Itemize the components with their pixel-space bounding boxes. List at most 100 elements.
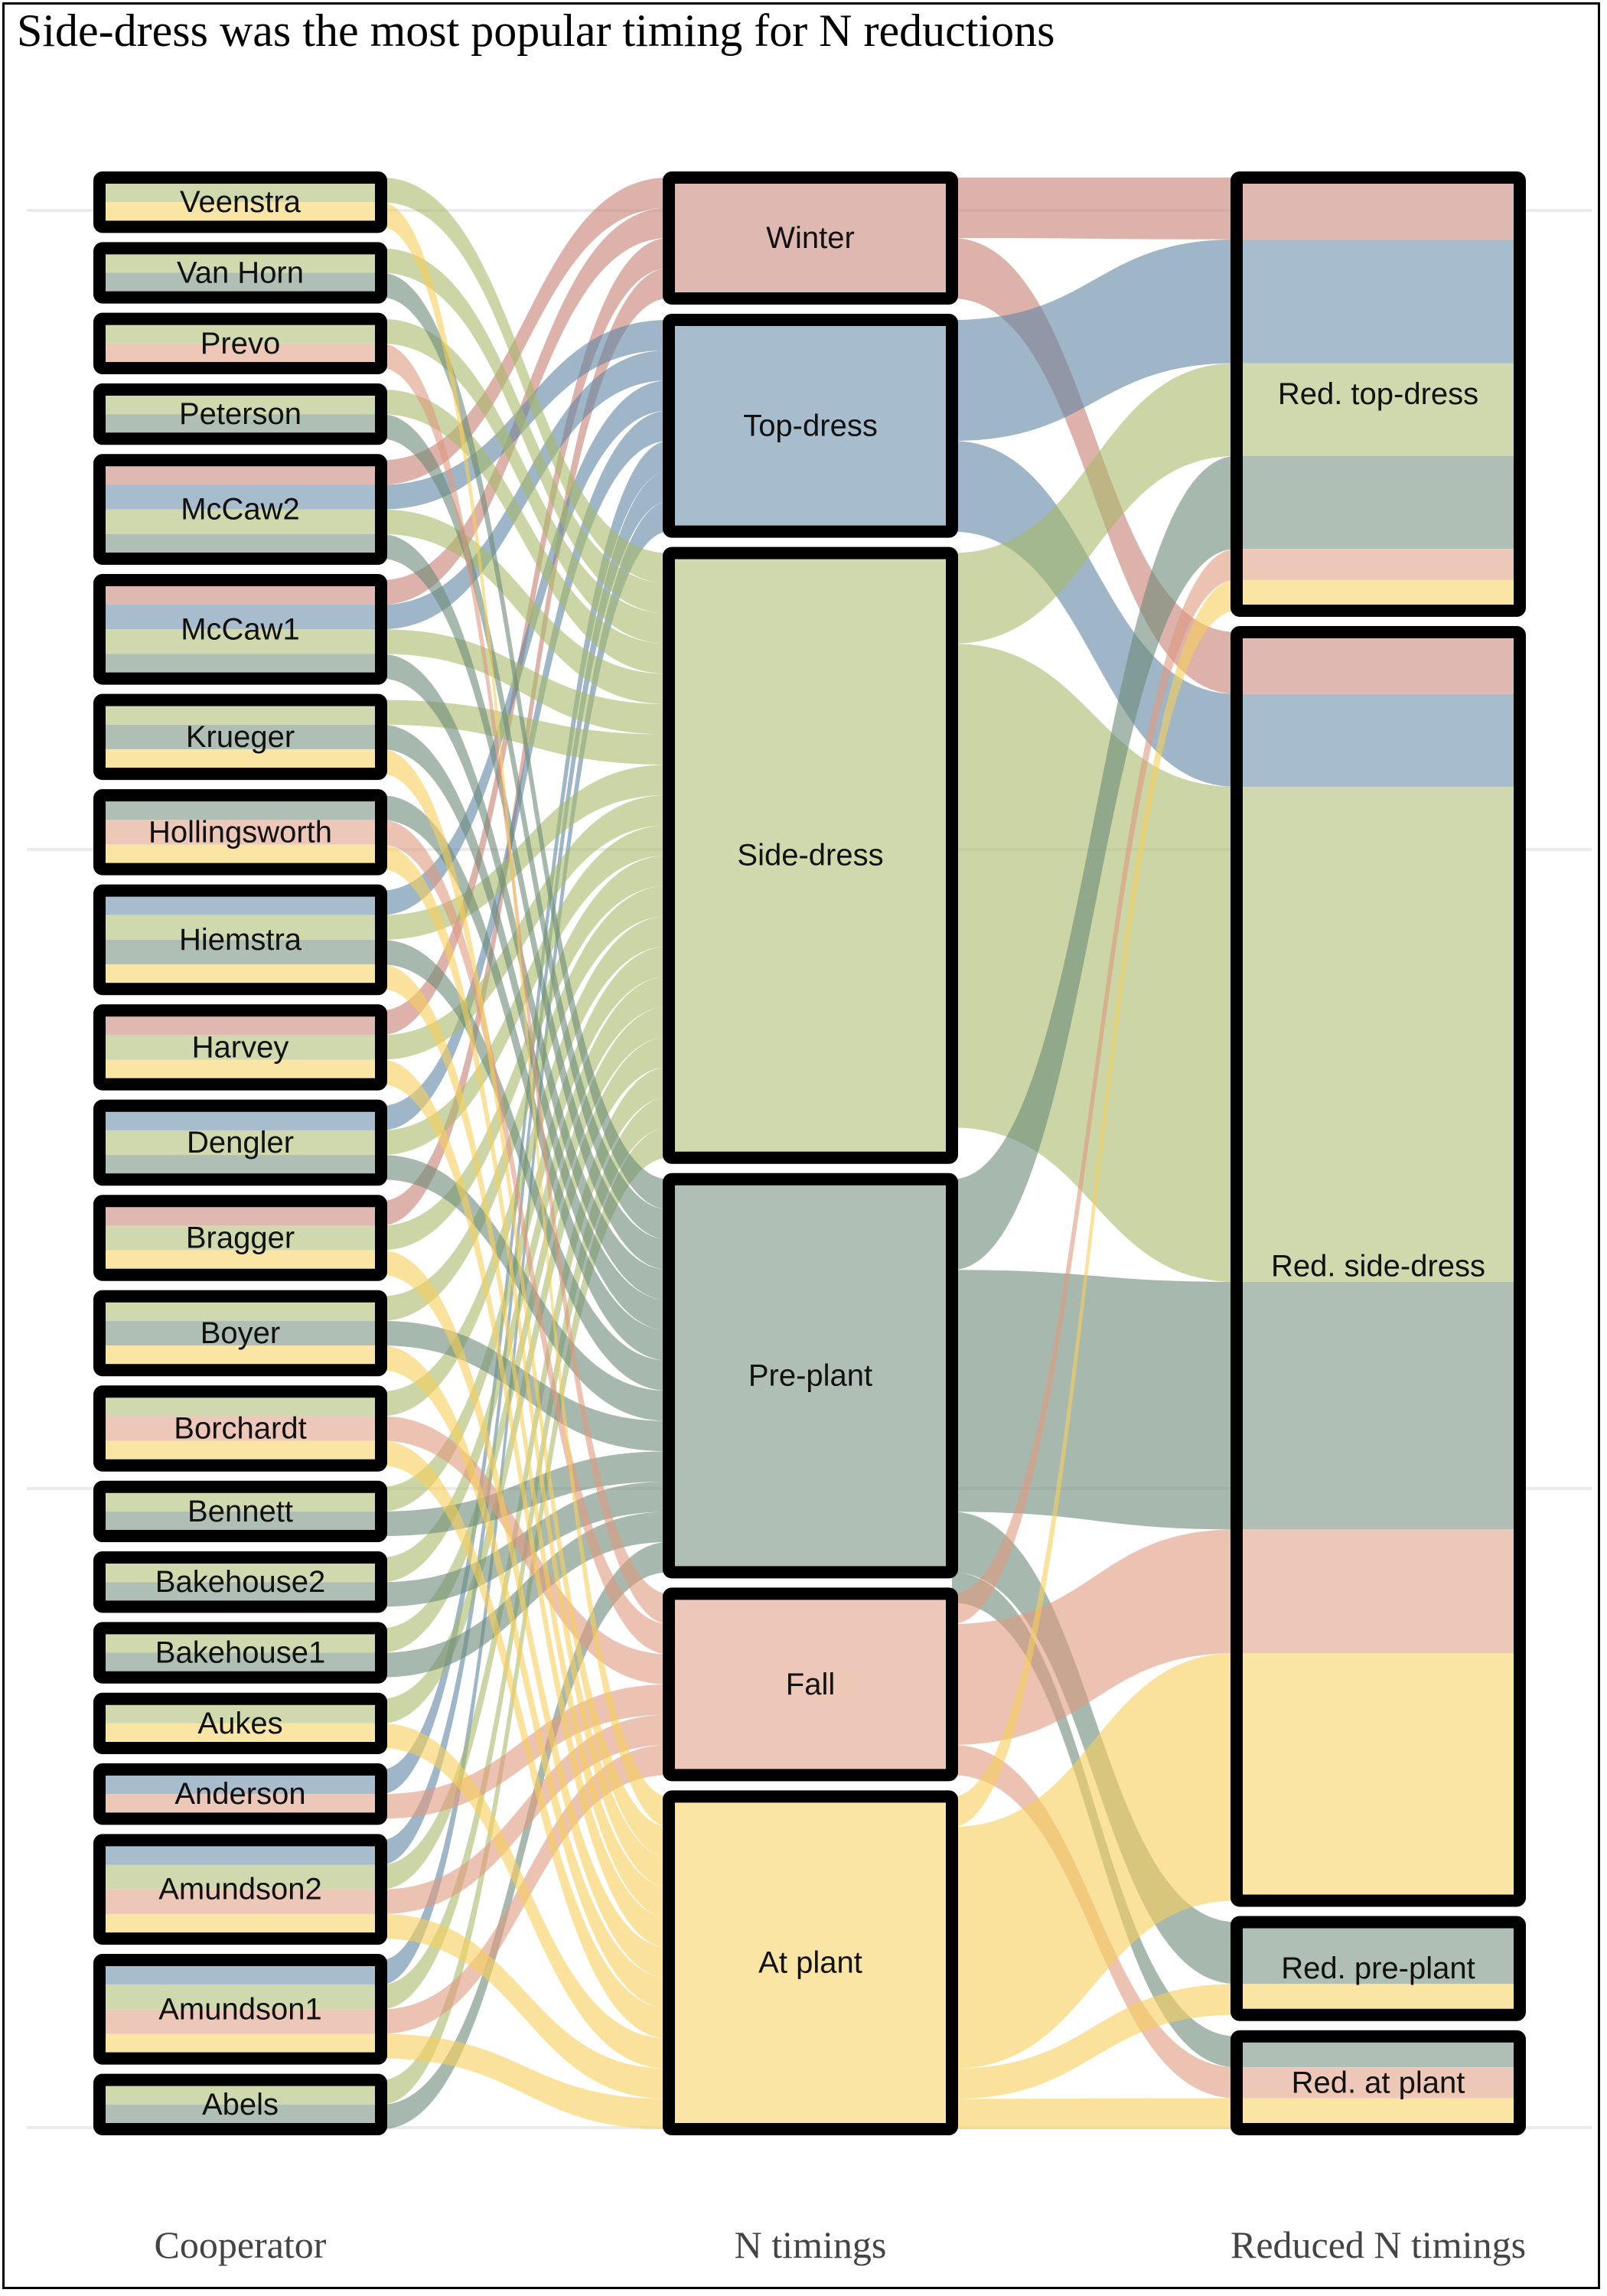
stratum-at-plant: At plant	[663, 1790, 958, 2136]
stratum-side-dress: Side-dress	[663, 546, 958, 1164]
segment-fall	[99, 2009, 381, 2034]
stratum-border	[93, 454, 387, 565]
stratum-box	[663, 1790, 958, 2136]
flow-boyer-side-dress	[381, 885, 669, 1321]
flow-mccaw2-side-dress	[381, 509, 669, 705]
stratum-mccaw1: McCaw1	[93, 573, 387, 685]
cooperator-label: Hollingsworth	[148, 815, 332, 849]
stratum-winter: Winter	[663, 171, 958, 305]
segment-winter	[1237, 631, 1520, 694]
flow-amundson2-fall	[381, 1714, 669, 1914]
segment-fall	[99, 1889, 381, 1914]
stratum-border	[93, 1290, 387, 1377]
flow-krueger-at-plant	[381, 748, 669, 1857]
stratum-border	[1231, 1916, 1526, 2021]
segment-top-dress	[99, 605, 381, 630]
segment-side-dress	[99, 509, 381, 534]
stratum-peterson: Peterson	[93, 383, 387, 445]
segment-pre-plant	[1237, 455, 1520, 550]
stratum-borchardt: Borchardt	[93, 1385, 387, 1472]
reduced-timing-label: Red. pre-plant	[1281, 1952, 1475, 1985]
stratum-border	[93, 573, 387, 685]
stratum-pre-plant: Pre-plant	[663, 1172, 958, 1579]
flow-boyer-at-plant	[381, 1345, 669, 2008]
flow-hollingsworth-fall	[381, 820, 669, 1655]
flow-borchardt-fall	[381, 1416, 669, 1684]
segment-pre-plant	[99, 1320, 381, 1346]
segment-at-plant	[1237, 1653, 1520, 1901]
segment-top-dress	[1237, 693, 1520, 788]
stratum-krueger: Krueger	[93, 693, 387, 781]
cooperator-label: Prevo	[200, 327, 281, 360]
flow-borchardt-at-plant	[381, 1440, 669, 2039]
stratum-border	[93, 693, 387, 781]
stratum-bakehouse2: Bakehouse2	[93, 1551, 387, 1613]
flow-mccaw1-side-dress	[381, 629, 669, 735]
flow-dengler-top-dress	[381, 410, 669, 1130]
stratum-box	[663, 1587, 958, 1782]
reduced-timing-strata: Red. top-dress Red. side-dress Red. pre-pl…	[1231, 171, 1526, 2135]
stratum-boyer: Boyer	[93, 1290, 387, 1377]
axis-labels: Cooperator N timings Reduced N timings	[155, 2223, 1527, 2266]
n-timing-label: Pre-plant	[748, 1359, 872, 1393]
n-timing-label: Side-dress	[737, 839, 883, 872]
segment-fall	[1237, 549, 1520, 580]
flow-pre-plant-to-red-top-dress	[952, 455, 1237, 1270]
cooperator-label: Bakehouse1	[155, 1636, 325, 1670]
stratum-prevo: Prevo	[93, 312, 387, 374]
cooperator-label: Amundson2	[158, 1873, 321, 1906]
flow-amundson2-side-dress	[381, 1067, 669, 1890]
flow-amundson1-at-plant	[381, 2033, 669, 2129]
flow-amundson2-at-plant	[381, 1913, 669, 2099]
stratum-amundson1: Amundson1	[93, 1954, 387, 2065]
segment-side-dress	[1237, 363, 1520, 456]
cooperator-label: Krueger	[186, 720, 295, 754]
stratum-border	[93, 242, 387, 304]
reduced-timing-label: Red. top-dress	[1278, 377, 1478, 411]
cooperator-label: Van Horn	[177, 256, 304, 289]
axis-label-n-timings: N timings	[735, 2223, 887, 2266]
stratum-hollingsworth: Hollingsworth	[93, 789, 387, 876]
segment-winter	[1237, 178, 1520, 240]
flow-hiemstra-pre-plant	[381, 939, 669, 1391]
stratum-border	[93, 1954, 387, 2065]
flow-top-dress-to-red-top-dress	[952, 239, 1237, 442]
cooperator-label: McCaw2	[181, 493, 300, 527]
flow-bakehouse1-side-dress	[381, 1006, 669, 1653]
reduced-timing-label: Red. at plant	[1292, 2066, 1465, 2099]
stratum-red-at-plant: Red. at plant	[1231, 2030, 1526, 2135]
axis-label-reduced-n-timings: Reduced N timings	[1231, 2223, 1526, 2266]
stratum-abels: Abels	[93, 2073, 387, 2135]
stratum-amundson2: Amundson2	[93, 1834, 387, 1945]
n-timing-label: Winter	[766, 221, 855, 255]
reduced-timing-label: Red. side-dress	[1271, 1250, 1485, 1283]
chart-title: Side-dress was the most popular timing f…	[17, 5, 1055, 56]
flow-van-horn-side-dress	[381, 248, 669, 614]
stratum-fall: Fall	[663, 1587, 958, 1782]
flow-mccaw2-top-dress	[381, 320, 669, 510]
axis-label-cooperator: Cooperator	[155, 2223, 327, 2266]
cooperator-label: Boyer	[200, 1316, 281, 1350]
flow-bragger-at-plant	[381, 1250, 669, 1978]
stratum-dengler: Dengler	[93, 1099, 387, 1186]
cooperator-label: Dengler	[187, 1126, 294, 1159]
segment-side-dress	[99, 1985, 381, 2010]
segment-fall	[1237, 2067, 1520, 2099]
flow-hollingsworth-pre-plant	[381, 795, 669, 1361]
stratum-box	[663, 314, 958, 538]
flow-veenstra-at-plant	[381, 202, 669, 1827]
cooperator-label: Bennett	[187, 1495, 293, 1528]
flow-at-plant-to-red-at-plant	[952, 2098, 1237, 2129]
stratum-top-dress: Top-dress	[663, 314, 958, 538]
stratum-border	[1231, 2030, 1526, 2135]
cooperator-label: Bragger	[186, 1221, 295, 1254]
stratum-veenstra: Veenstra	[93, 171, 387, 233]
cooperator-label: Aukes	[197, 1707, 282, 1740]
stratum-red-pre-plant: Red. pre-plant	[1231, 1916, 1526, 2021]
n-timing-label: At plant	[758, 1946, 862, 1980]
flow-at-plant-to-red-top-dress	[952, 579, 1237, 1827]
flows-timing-to-reduced	[952, 178, 1237, 2129]
n-timing-strata: Winter Top-dress Side-dress Pre-plant Fall At…	[663, 171, 958, 2136]
stratum-harvey: Harvey	[93, 1004, 387, 1091]
